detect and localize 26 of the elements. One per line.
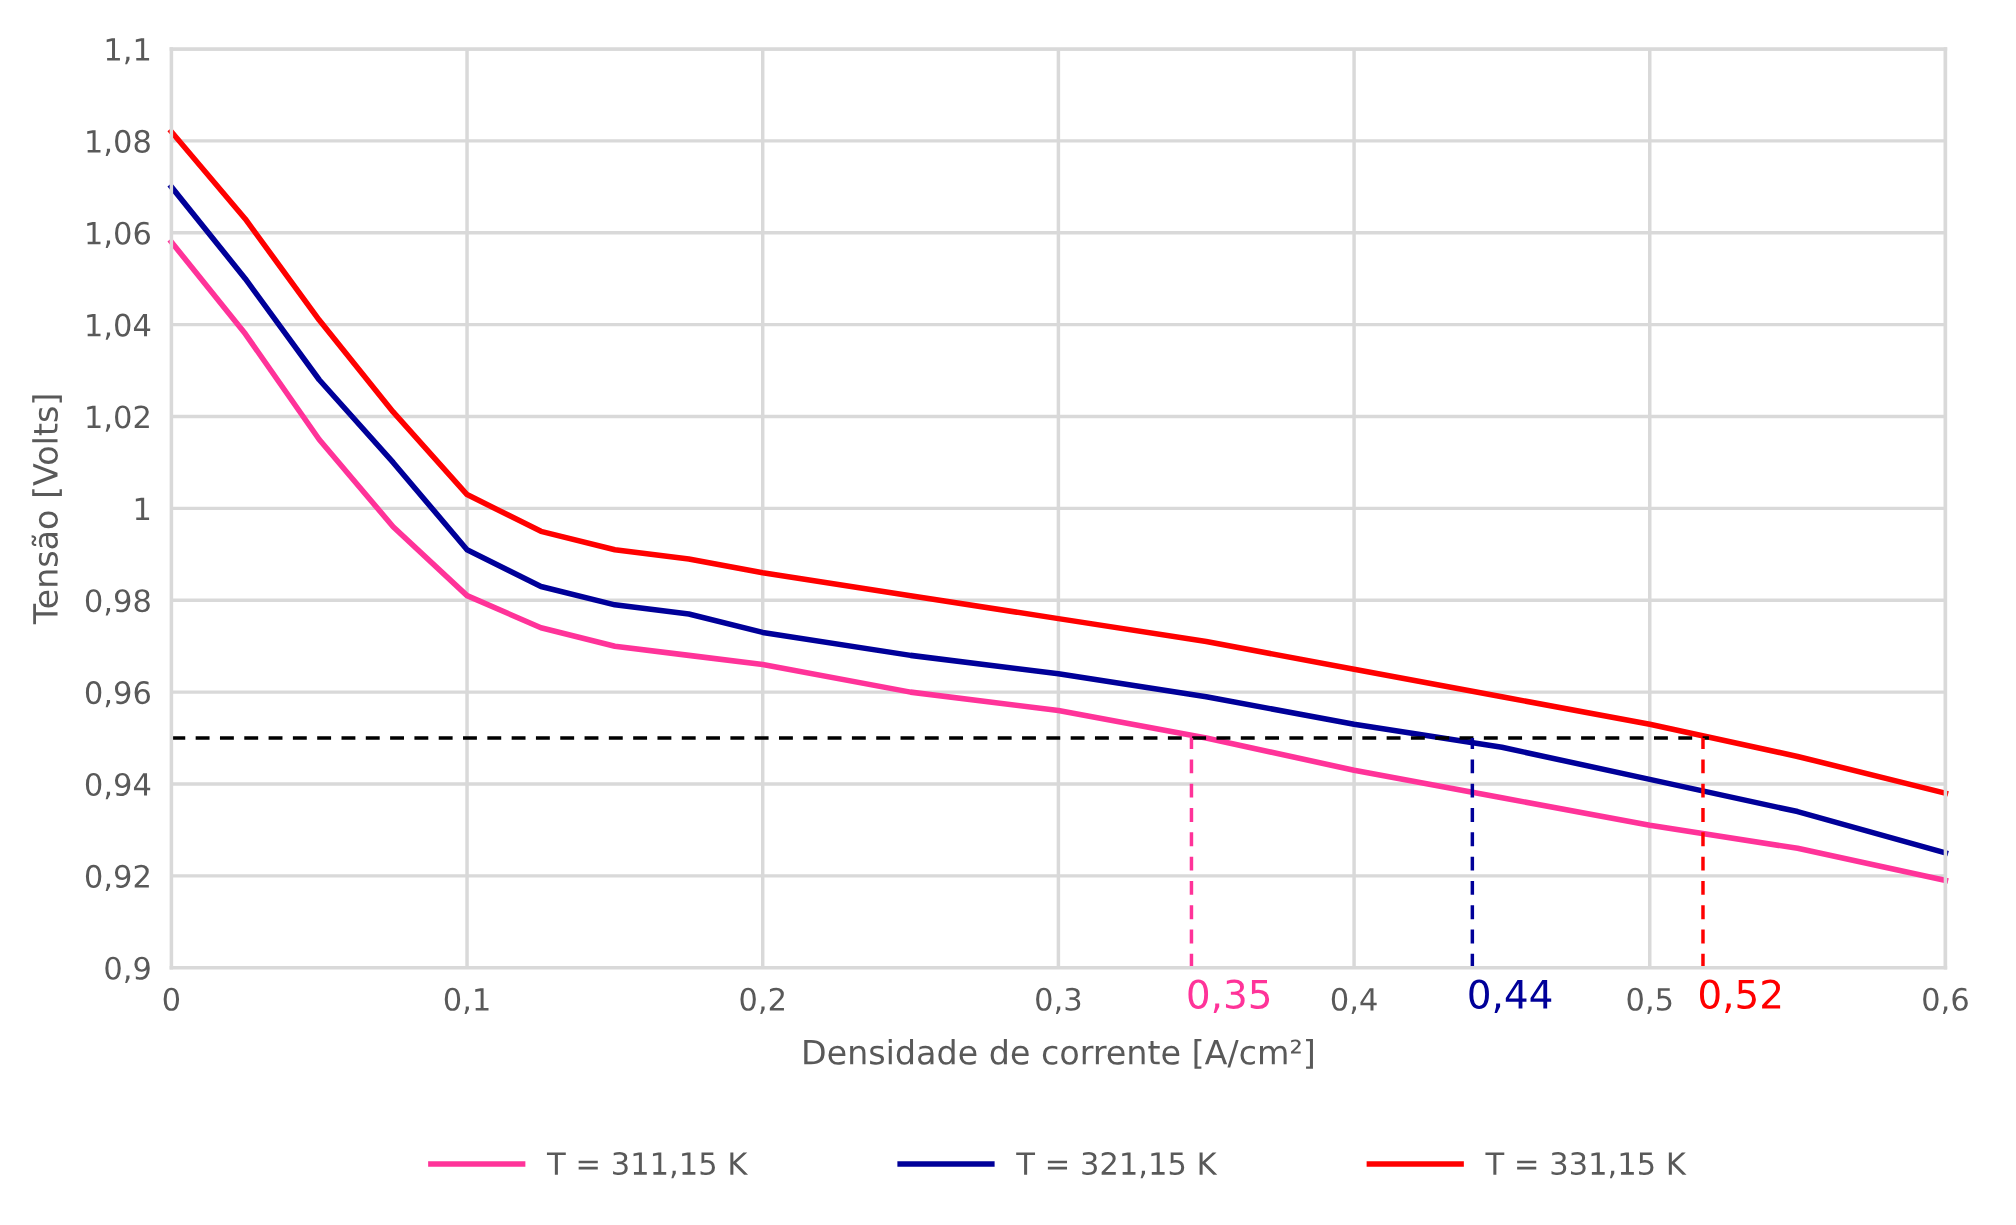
legend-label: T = 311,15 K [546,1151,749,1179]
y-tick-label: 0,92 [85,864,149,892]
x-tick-label: 0,1 [444,987,489,1014]
legend-label: T = 321,15 K [1016,1151,1218,1179]
annotation: 0,52 [1699,979,1781,1013]
x-tick-label: 0,5 [1627,987,1672,1014]
x-tick-label: 0 [163,987,180,1011]
y-tick-label: 1,04 [87,313,151,340]
annotation: 0,35 [1188,979,1270,1013]
y-tick-label: 1,1 [106,38,150,65]
y-tick-label: 0,96 [85,681,150,708]
x-tick-label: 0,3 [1036,987,1081,1014]
legend-label: T = 331,15 K [1485,1151,1687,1179]
x-tick-label: 0,4 [1331,987,1377,1014]
x-axis-title: Densidade de corrente [A/cm²] [804,1038,1313,1069]
x-tick-label: 0,2 [740,987,784,1014]
annotation: 0,44 [1469,979,1552,1013]
y-axis-title: Tensão [Volts] [31,395,62,625]
y-tick-label: 1,08 [87,129,150,157]
y-tick-label: 1,06 [87,221,150,248]
y-tick-label: 0,98 [85,589,150,616]
y-tick-label: 0,94 [85,772,151,800]
x-tick-label: 0,6 [1923,987,1968,1014]
y-tick-label: 1,02 [87,405,149,432]
y-tick-label: 1 [135,497,150,520]
y-tick-label: 0,9 [105,956,150,983]
